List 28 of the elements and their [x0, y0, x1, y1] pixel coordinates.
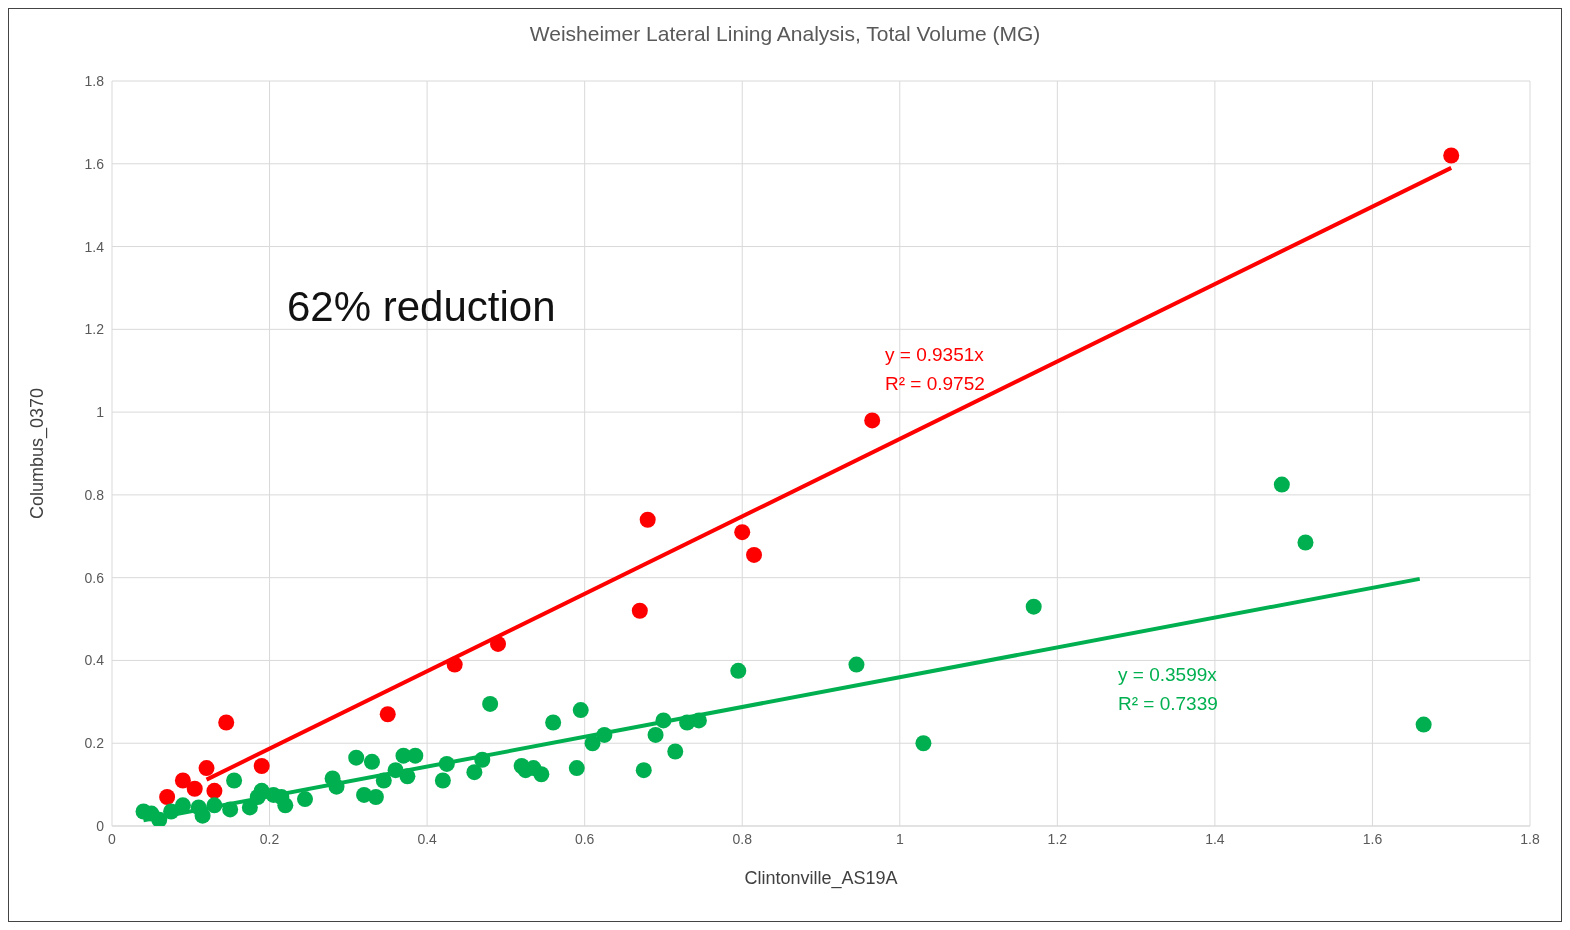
- x-tick-label: 1: [895, 830, 904, 847]
- x-tick-label: 0.4: [417, 830, 438, 847]
- x-tick-label: 0: [108, 830, 117, 847]
- y-tick-label: 0: [96, 817, 105, 834]
- y-tick-label: 0.6: [84, 569, 105, 586]
- y-tick-label: 1.4: [84, 238, 105, 255]
- annotation: y = 0.3599x: [1118, 664, 1218, 686]
- x-tick-label: 0.2: [259, 830, 280, 847]
- x-tick-label: 1.8: [1520, 830, 1540, 847]
- y-tick-label: 1.6: [84, 155, 105, 172]
- y-tick-label: 0.2: [84, 735, 105, 752]
- annotation: R² = 0.9752: [885, 373, 985, 395]
- y-axis-title: Columbus_0370: [27, 387, 49, 520]
- x-tick-label: 1.6: [1362, 830, 1383, 847]
- x-tick-label: 0.8: [732, 830, 753, 847]
- annotation: R² = 0.7339: [1118, 693, 1218, 715]
- x-tick-label: 0.6: [574, 830, 595, 847]
- x-axis-title: Clintonville_AS19A: [744, 868, 898, 889]
- y-tick-label: 0.8: [84, 486, 105, 503]
- y-tick-label: 0.4: [84, 652, 105, 669]
- y-tick-label: 1: [96, 404, 105, 421]
- annotation: 62% reduction: [287, 283, 556, 330]
- x-tick-label: 1.2: [1047, 830, 1068, 847]
- chart-title: Weisheimer Lateral Lining Analysis, Total Volume (MG): [528, 21, 1042, 47]
- x-tick-label: 1.4: [1205, 830, 1225, 847]
- y-tick-label: 1.8: [84, 72, 105, 89]
- y-tick-label: 1.2: [84, 321, 105, 338]
- annotation: y = 0.9351x: [885, 344, 985, 366]
